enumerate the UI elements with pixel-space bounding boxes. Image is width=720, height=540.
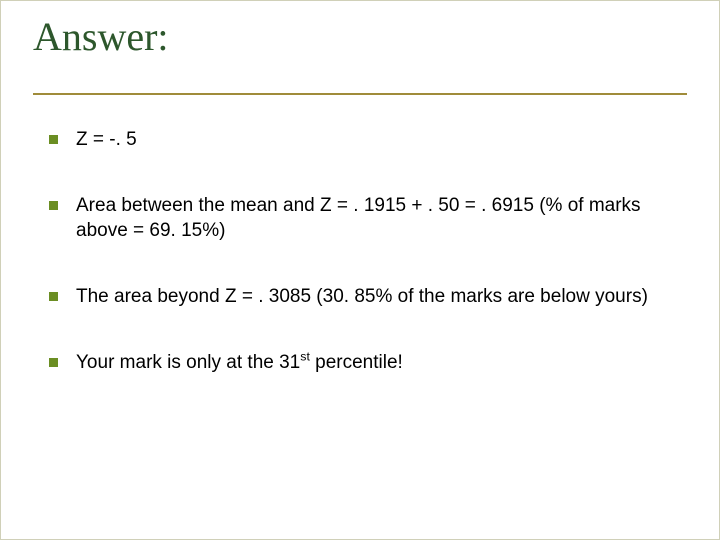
bullet-icon: [49, 292, 58, 301]
bullet-text-post: percentile!: [310, 352, 403, 373]
bullet-icon: [49, 358, 58, 367]
bullet-text: Area between the mean and Z = . 1915 + .…: [76, 193, 659, 244]
bullet-icon: [49, 135, 58, 144]
bullet-icon: [49, 201, 58, 210]
bullet-text: The area beyond Z = . 3085 (30. 85% of t…: [76, 284, 659, 310]
slide-title: Answer:: [33, 14, 169, 59]
list-item: Your mark is only at the 31st percentile…: [49, 350, 659, 376]
bullet-text-sup: st: [300, 349, 310, 363]
list-item: The area beyond Z = . 3085 (30. 85% of t…: [49, 284, 659, 310]
bullet-text: Your mark is only at the 31st percentile…: [76, 350, 659, 376]
list-item: Z = -. 5: [49, 127, 659, 153]
title-region: Answer:: [33, 15, 687, 95]
bullet-text: Z = -. 5: [76, 127, 659, 153]
slide: Answer: Z = -. 5 Area between the mean a…: [0, 0, 720, 540]
body-region: Z = -. 5 Area between the mean and Z = .…: [49, 127, 659, 415]
list-item: Area between the mean and Z = . 1915 + .…: [49, 193, 659, 244]
bullet-text-pre: Your mark is only at the 31: [76, 352, 300, 373]
